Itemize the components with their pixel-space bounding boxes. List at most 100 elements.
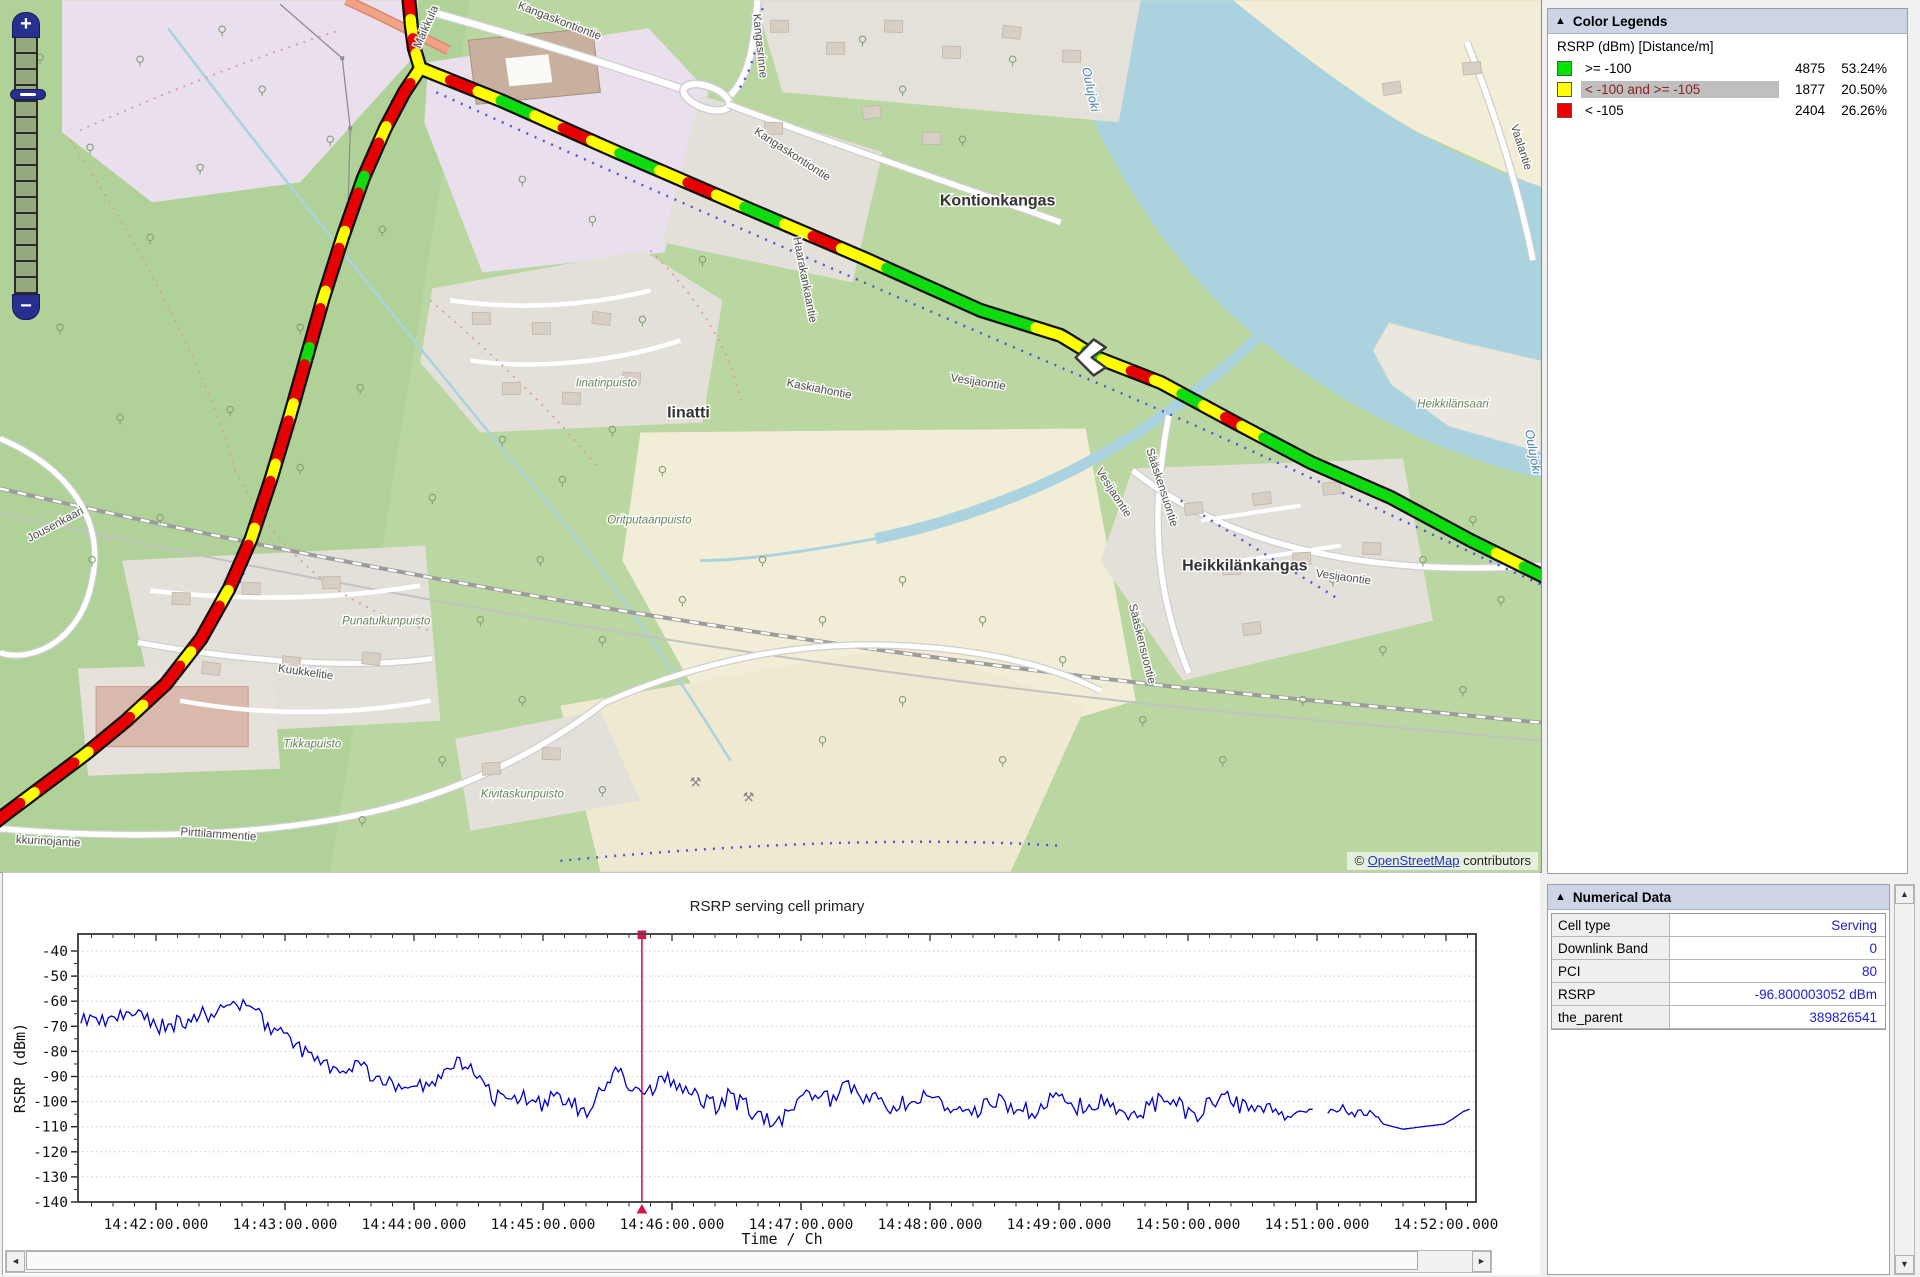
building xyxy=(1321,481,1342,496)
route-segment-mid[interactable] xyxy=(835,243,892,274)
zoom-out-button[interactable]: − xyxy=(12,294,40,320)
zoom-level-rung[interactable] xyxy=(16,118,36,134)
color-legends-header[interactable]: ▲ Color Legends xyxy=(1548,9,1907,34)
route-segment-bad[interactable] xyxy=(288,359,310,409)
legend-color-swatch xyxy=(1557,61,1572,76)
zoom-level-rung[interactable] xyxy=(16,38,36,54)
zoom-level-rung[interactable] xyxy=(16,102,36,118)
zoom-level-rung[interactable] xyxy=(16,54,36,70)
tree-icon xyxy=(898,85,907,97)
zoom-slider-track[interactable] xyxy=(10,38,46,294)
building xyxy=(561,391,582,406)
openstreetmap-link[interactable]: OpenStreetMap xyxy=(1367,853,1460,868)
contributors-text: contributors xyxy=(1459,853,1531,868)
zoom-level-rung[interactable] xyxy=(16,262,36,278)
tree-icon xyxy=(898,575,907,587)
x-axis-title: Time / Ch xyxy=(741,1230,822,1248)
scroll-right-button[interactable]: ► xyxy=(1472,1251,1491,1272)
route-segment-good[interactable] xyxy=(1258,432,1502,559)
route-segment-bad[interactable] xyxy=(137,660,186,711)
zoom-level-rung[interactable] xyxy=(16,166,36,182)
map-waterways xyxy=(167,27,1267,762)
x-tick-label: 14:50:00.000 xyxy=(1136,1217,1241,1233)
scroll-left-button[interactable]: ◄ xyxy=(6,1251,25,1272)
plus-icon: + xyxy=(20,13,32,35)
legend-row[interactable]: < -105 2404 26.26% xyxy=(1548,101,1907,120)
numerical-data-title: Numerical Data xyxy=(1572,889,1672,905)
rsrp-time-chart[interactable]: RSRP serving cell primary RSRP (dBm) Tim… xyxy=(3,873,1540,1249)
route-segment-bad[interactable] xyxy=(249,475,276,534)
zoom-level-rung[interactable] xyxy=(16,214,36,230)
horizontal-scrollbar[interactable]: ◄ ► xyxy=(5,1250,1492,1273)
route-segment-good[interactable] xyxy=(881,262,1041,333)
tree-icon xyxy=(818,735,827,747)
map-zoom-control[interactable]: + − xyxy=(10,12,46,320)
route-segment-mid[interactable] xyxy=(415,63,456,86)
vertical-scrollbar[interactable]: ▲ ▼ xyxy=(1894,884,1915,1275)
tree-icon xyxy=(658,465,667,477)
y-axis-title: RSRP (dBm) xyxy=(11,1023,29,1113)
zoom-level-rung[interactable] xyxy=(16,150,36,166)
zoom-slider-handle[interactable] xyxy=(10,89,46,100)
route-segment-bad[interactable] xyxy=(339,187,364,237)
zoom-level-rung[interactable] xyxy=(16,278,36,294)
zoom-level-rung[interactable] xyxy=(16,182,36,198)
route-segment-bad[interactable] xyxy=(320,242,345,297)
route-segment-mid[interactable] xyxy=(1030,322,1092,357)
route-segment-bad[interactable] xyxy=(359,137,385,182)
building xyxy=(361,651,382,666)
tree-icon xyxy=(1469,515,1477,527)
scrollbar-thumb[interactable] xyxy=(26,1251,1418,1270)
map-label: Heikkilänkangas xyxy=(1182,558,1308,575)
chart-time-cursor[interactable] xyxy=(636,930,648,1214)
y-tick-label: -60 xyxy=(42,994,68,1010)
numerical-row-label: the_parent xyxy=(1552,1006,1670,1028)
chart-title: RSRP serving cell primary xyxy=(690,898,865,915)
scroll-up-button[interactable]: ▲ xyxy=(1895,885,1914,904)
route-segment-bad[interactable] xyxy=(380,78,416,132)
scrollbar-track[interactable] xyxy=(25,1251,1472,1272)
route-segment-bad[interactable] xyxy=(0,797,26,828)
map-label: Iinatti xyxy=(667,404,710,421)
zoom-level-rung[interactable] xyxy=(16,134,36,150)
route-segment-bad[interactable] xyxy=(223,539,254,596)
zoom-level-rung[interactable] xyxy=(16,198,36,214)
copyright-text: © xyxy=(1354,853,1368,868)
numerical-data-header[interactable]: ▲ Numerical Data xyxy=(1548,885,1889,910)
numerical-row-value: 0 xyxy=(1869,940,1877,956)
map-cycleways xyxy=(237,8,1541,862)
map-label: Tikkapuisto xyxy=(283,739,342,751)
tree-icon xyxy=(1497,595,1505,607)
scroll-down-button[interactable]: ▼ xyxy=(1895,1255,1914,1274)
tree-icon xyxy=(146,233,154,245)
route-segment-good[interactable] xyxy=(1518,561,1541,581)
numerical-table: Cell type Serving Downlink Band 0 PCI 80 RSRP -… xyxy=(1551,913,1886,1030)
tree-icon xyxy=(136,55,144,67)
numerical-row-label: Downlink Band xyxy=(1552,937,1670,959)
collapse-triangle-icon[interactable]: ▲ xyxy=(1555,891,1566,903)
zoom-in-button[interactable]: + xyxy=(12,12,40,38)
route-segment-good[interactable] xyxy=(495,95,540,121)
zoom-level-rung[interactable] xyxy=(16,70,36,86)
route-segment-good[interactable] xyxy=(614,147,665,176)
route-segment-bad[interactable] xyxy=(270,415,294,470)
zoom-level-rung[interactable] xyxy=(16,246,36,262)
map-viewport[interactable]: Kangaskontiontie Maikkula Kangasrinne Kanga… xyxy=(0,0,1542,873)
x-tick-label: 14:42:00.000 xyxy=(104,1217,209,1233)
collapse-triangle-icon[interactable]: ▲ xyxy=(1555,15,1566,27)
legend-row[interactable]: < -100 and >= -105 1877 20.50% xyxy=(1548,80,1907,99)
route-segment-bad[interactable] xyxy=(304,302,326,353)
legend-range-label: < -105 xyxy=(1585,103,1624,118)
route-segment-bad[interactable] xyxy=(185,600,225,657)
numerical-row-label: Cell type xyxy=(1552,914,1670,936)
building xyxy=(826,41,846,55)
legend-row[interactable]: >= -100 4875 53.24% xyxy=(1548,59,1907,78)
building xyxy=(883,19,904,33)
zoom-level-rung[interactable] xyxy=(16,230,36,246)
route-segment-good[interactable] xyxy=(739,201,790,230)
current-position-marker[interactable] xyxy=(1074,338,1107,377)
route-segment-bad[interactable] xyxy=(29,757,80,798)
route-segment-bad[interactable] xyxy=(83,711,136,757)
y-tick-label: -110 xyxy=(33,1120,68,1136)
